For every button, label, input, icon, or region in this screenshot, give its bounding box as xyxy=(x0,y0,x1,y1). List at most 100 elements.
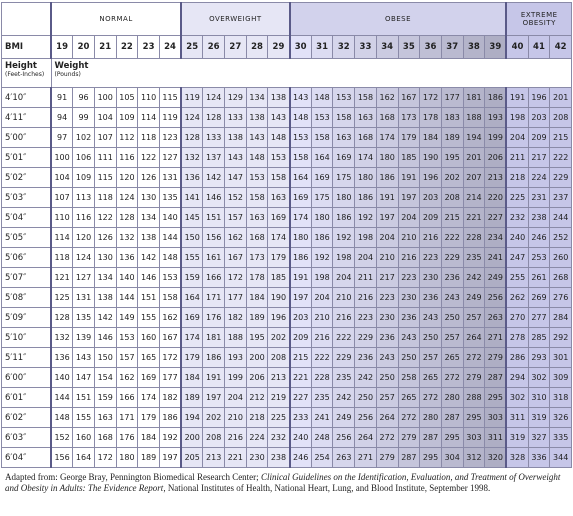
data-row: 6′04″ 156 164 172 180 189 197 205 213 221 230 238 24… xyxy=(1,447,572,468)
source-text: , National Institutes of Health, Nationa… xyxy=(163,483,491,493)
weight-value: 215 xyxy=(440,207,464,228)
weight-value: 216 xyxy=(419,227,442,248)
weight-value: 137 xyxy=(202,147,225,168)
weight-value: 263 xyxy=(484,307,507,328)
weight-value: 192 xyxy=(332,227,356,248)
weight-value: 174 xyxy=(375,127,399,148)
weight-value: 128 xyxy=(202,107,225,128)
weight-value: 114 xyxy=(137,107,160,128)
weight-value: 285 xyxy=(527,327,551,348)
weight-value: 102 xyxy=(72,127,95,148)
weight-value: 203 xyxy=(288,307,312,328)
weight-value: 257 xyxy=(462,307,486,328)
weight-value: 153 xyxy=(245,167,269,188)
weight-value: 229 xyxy=(332,347,356,368)
weight-value: 153 xyxy=(267,147,291,168)
label-row: Height (Feet-Inches) Weight (Pounds) xyxy=(1,58,572,88)
weight-value: 204 xyxy=(505,127,529,148)
weight-value: 180 xyxy=(375,147,399,168)
height-value: 5′06″ xyxy=(1,247,52,268)
weight-value: 124 xyxy=(72,247,95,268)
weight-value: 229 xyxy=(549,167,572,188)
weight-value: 303 xyxy=(462,427,486,448)
weight-value: 168 xyxy=(375,107,399,128)
data-row: 5′08″ 125 131 138 144 151 158 164 171 177 184 190 19… xyxy=(1,287,572,308)
weight-value: 109 xyxy=(72,167,95,188)
weight-value: 152 xyxy=(224,187,247,208)
weight-unit: (Pounds) xyxy=(54,71,81,78)
weight-value: 163 xyxy=(267,187,291,208)
weight-value: 179 xyxy=(180,347,204,368)
weight-value: 110 xyxy=(137,87,160,108)
weight-value: 244 xyxy=(549,207,572,228)
weight-value: 150 xyxy=(93,347,117,368)
weight-value: 223 xyxy=(419,247,442,268)
weight-value: 192 xyxy=(354,207,377,228)
weight-value: 287 xyxy=(484,367,507,388)
weight-value: 122 xyxy=(93,207,117,228)
weight-value: 243 xyxy=(440,287,464,308)
weight-value: 215 xyxy=(549,127,572,148)
weight-value: 227 xyxy=(288,387,312,408)
weight-value: 243 xyxy=(419,307,442,328)
weight-value: 131 xyxy=(72,287,95,308)
weight-value: 194 xyxy=(180,407,204,428)
bmi-value: 19 xyxy=(50,35,74,59)
data-row: 4′11″ 94 99 104 109 114 119 124 128 133 138 143 148 1… xyxy=(1,107,572,128)
weight-value: 156 xyxy=(202,227,225,248)
data-row: 5′10″ 132 139 146 153 160 167 174 181 188 195 202 20… xyxy=(1,327,572,348)
weight-value: 157 xyxy=(115,347,139,368)
weight-value: 162 xyxy=(375,87,399,108)
weight-value: 197 xyxy=(288,287,312,308)
weight-value: 190 xyxy=(267,287,291,308)
weight-value: 202 xyxy=(202,407,225,428)
height-value: 6′04″ xyxy=(1,447,52,468)
weight-value: 265 xyxy=(397,387,421,408)
weight-value: 203 xyxy=(527,107,551,128)
weight-value: 104 xyxy=(93,107,117,128)
weight-value: 223 xyxy=(397,267,421,288)
weight-value: 144 xyxy=(115,287,139,308)
group-header: OVERWEIGHT xyxy=(180,2,291,36)
weight-value: 162 xyxy=(224,227,247,248)
weight-value: 268 xyxy=(549,267,572,288)
weight-value: 295 xyxy=(462,407,486,428)
weight-value: 169 xyxy=(267,207,291,228)
weight-value: 232 xyxy=(505,207,529,228)
weight-value: 182 xyxy=(224,307,247,328)
weight-value: 235 xyxy=(310,387,334,408)
weight-value: 154 xyxy=(93,367,117,388)
weight-value: 263 xyxy=(332,447,356,468)
weight-value: 224 xyxy=(245,427,269,448)
height-value: 5′05″ xyxy=(1,227,52,248)
weight-value: 249 xyxy=(332,407,356,428)
weight-value: 182 xyxy=(158,387,182,408)
weight-value: 171 xyxy=(202,287,225,308)
height-value: 5′04″ xyxy=(1,207,52,228)
weight-value: 147 xyxy=(224,167,247,188)
weight-value: 198 xyxy=(310,267,334,288)
weight-value: 130 xyxy=(93,247,117,268)
weight-value: 164 xyxy=(180,287,204,308)
weight-value: 295 xyxy=(484,387,507,408)
weight-value: 118 xyxy=(50,247,74,268)
weight-value: 265 xyxy=(419,367,442,388)
weight-value: 179 xyxy=(267,247,291,268)
weight-value: 256 xyxy=(332,427,356,448)
weight-value: 195 xyxy=(440,147,464,168)
weight-value: 116 xyxy=(115,147,139,168)
weight-value: 164 xyxy=(288,167,312,188)
weight-value: 149 xyxy=(115,307,139,328)
weight-value: 286 xyxy=(505,347,529,368)
weight-value: 114 xyxy=(50,227,74,248)
height-value: 5′00″ xyxy=(1,127,52,148)
weight-value: 192 xyxy=(310,247,334,268)
weight-value: 272 xyxy=(440,367,464,388)
weight-value: 312 xyxy=(462,447,486,468)
bmi-value: 30 xyxy=(288,35,312,59)
weight-value: 229 xyxy=(440,247,464,268)
weight-value: 216 xyxy=(397,247,421,268)
weight-value: 287 xyxy=(397,447,421,468)
weight-value: 134 xyxy=(245,87,269,108)
weight-header: Weight (Pounds) xyxy=(50,58,572,88)
